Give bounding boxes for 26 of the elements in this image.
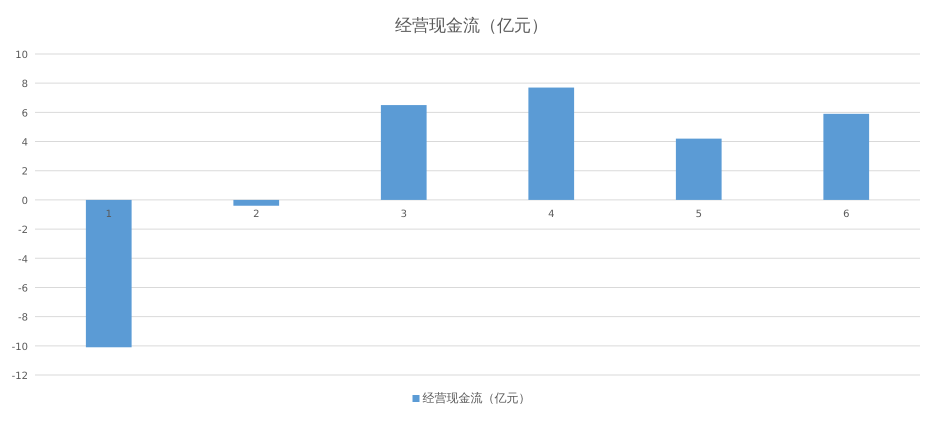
x-tick-label: 4	[548, 208, 554, 220]
bar	[380, 105, 427, 200]
y-tick-label: -4	[18, 254, 28, 266]
y-tick-label: 4	[22, 138, 28, 149]
x-tick-label: 5	[696, 208, 702, 220]
bar	[233, 200, 280, 206]
x-tick-label: 1	[106, 208, 112, 220]
x-tick-label: 3	[400, 208, 407, 220]
bar	[676, 138, 722, 200]
y-tick-label: -12	[12, 371, 28, 382]
y-tick-label: 6	[22, 108, 28, 120]
legend-label: 经营现金流（亿元）	[422, 391, 530, 405]
y-tick-label: 8	[22, 79, 28, 90]
y-tick-label: -6	[18, 283, 28, 294]
x-tick-label: 2	[253, 208, 260, 220]
chart-title: 经营现金流（亿元）	[395, 16, 548, 36]
x-tick-label: 6	[843, 208, 850, 220]
y-tick-label: 2	[22, 166, 28, 178]
bar	[86, 200, 132, 348]
y-tick-label: -10	[12, 342, 28, 353]
bar	[528, 88, 574, 200]
y-tick-label: -8	[18, 312, 28, 324]
y-tick-label: -2	[18, 225, 28, 236]
y-tick-label: 0	[22, 196, 28, 207]
y-tick-label: 10	[15, 50, 28, 61]
bar	[823, 114, 870, 200]
